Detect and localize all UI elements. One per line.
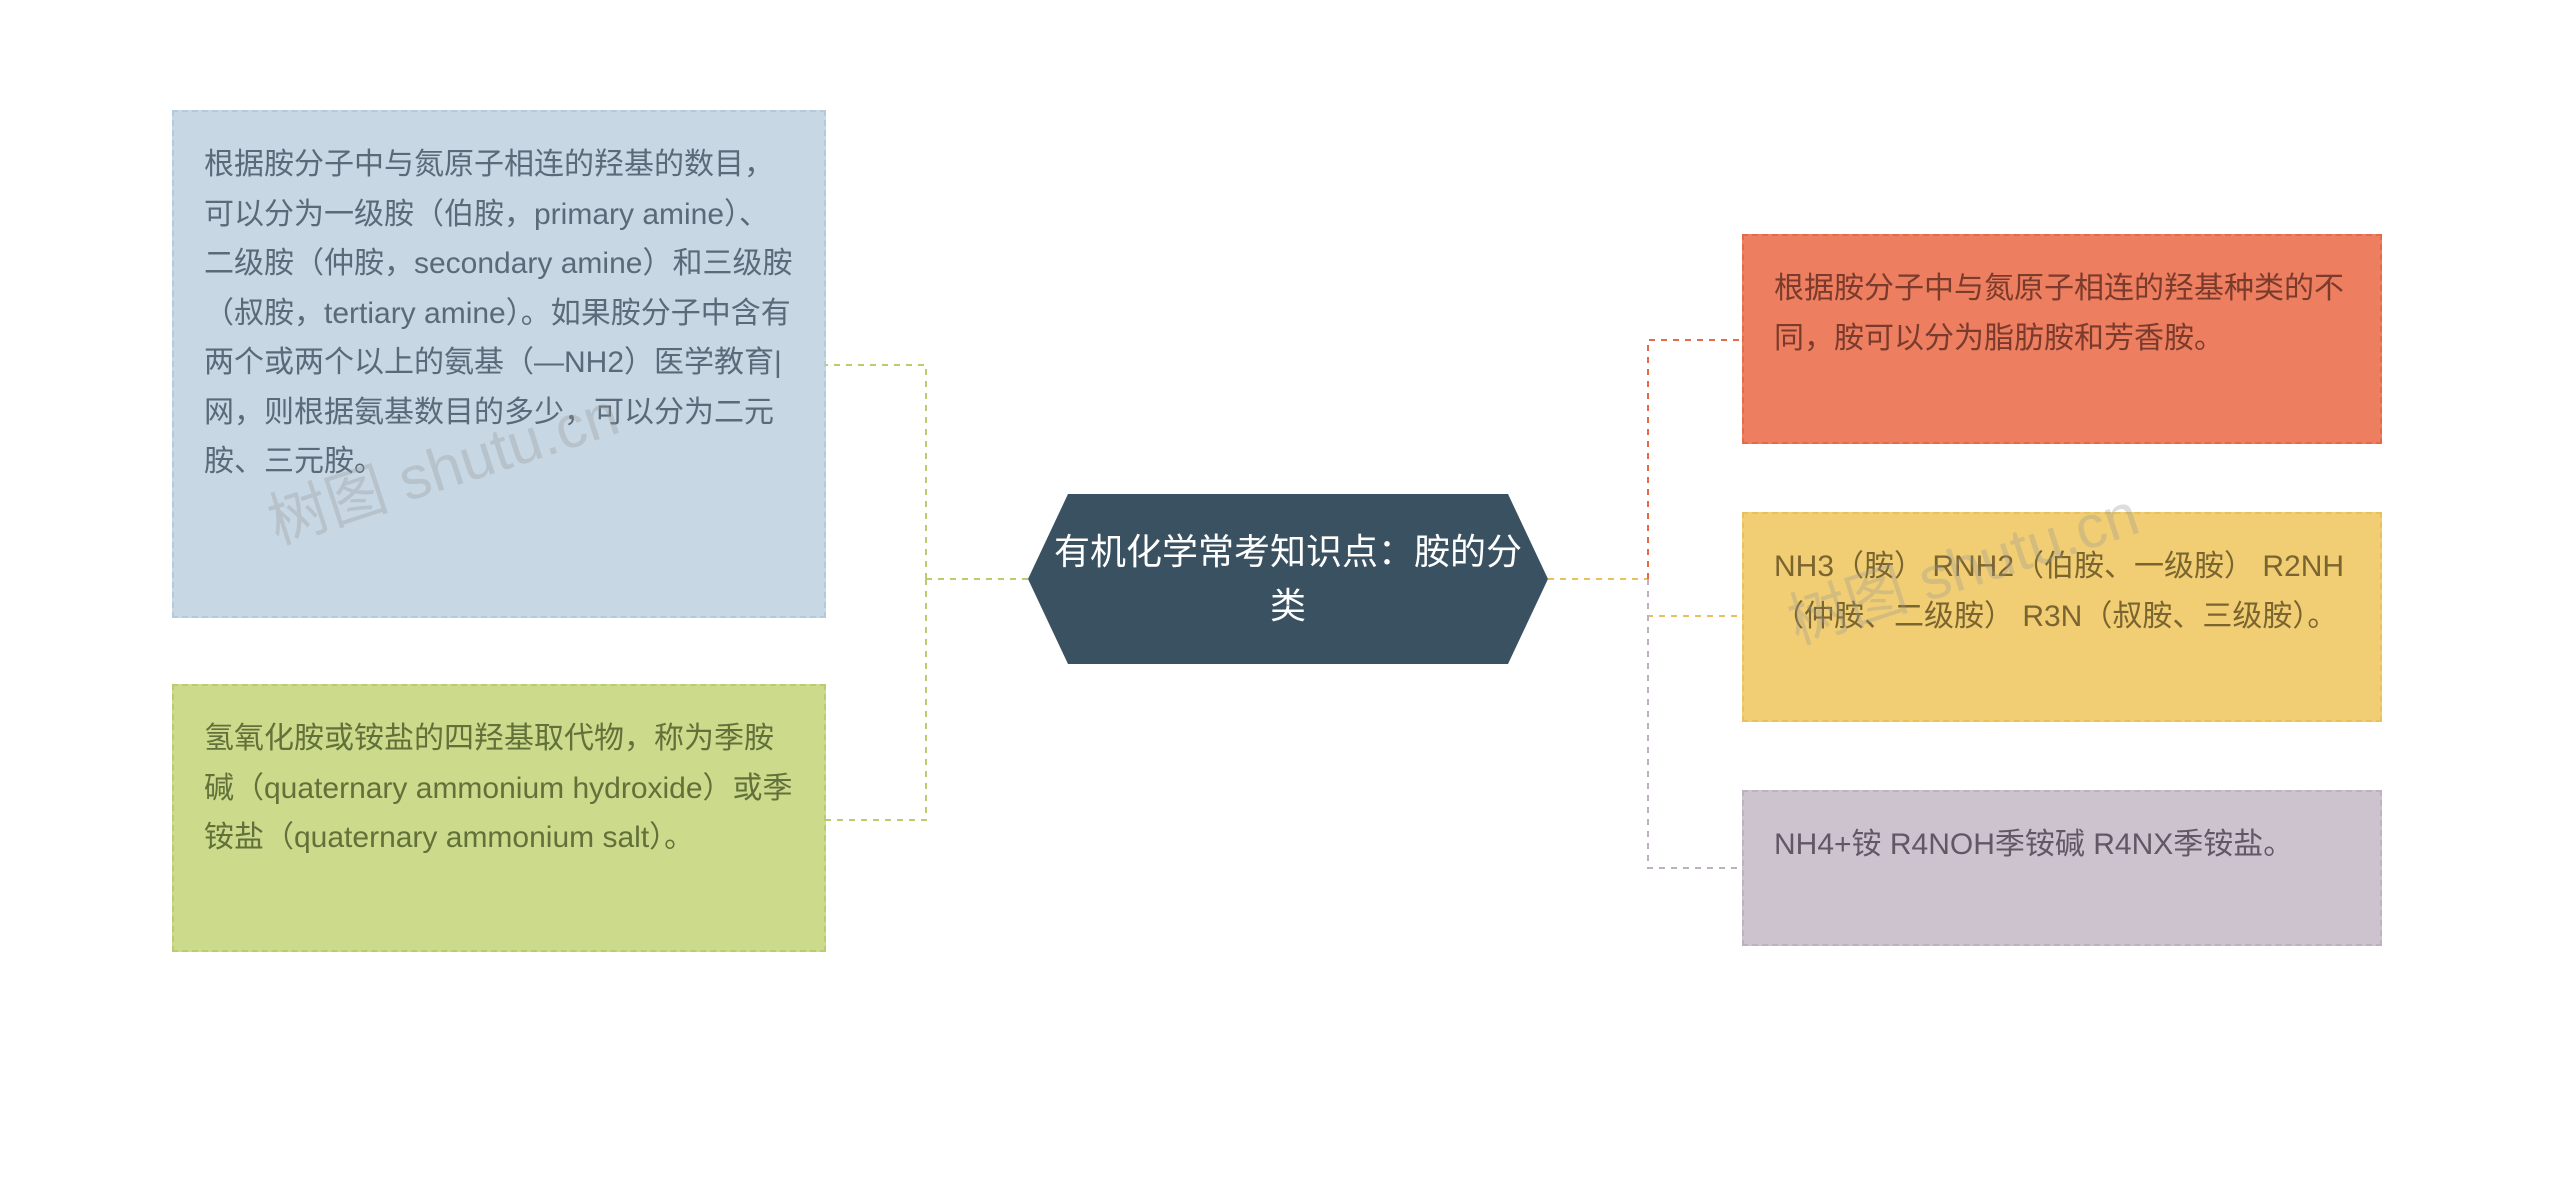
mindmap-canvas: 有机化学常考知识点：胺的分类 根据胺分子中与氮原子相连的羟基的数目，可以分为一级… — [0, 0, 2560, 1189]
right-node-3-text: NH4+铵 R4NOH季铵碱 R4NX季铵盐。 — [1774, 828, 2293, 861]
right-node-2: NH3（胺） RNH2（伯胺、一级胺） R2NH（仲胺、二级胺） R3N（叔胺、… — [1742, 512, 2382, 722]
left-node-2: 氢氧化胺或铵盐的四羟基取代物，称为季胺碱（quaternary ammonium… — [172, 684, 826, 952]
right-node-1: 根据胺分子中与氮原子相连的羟基种类的不同，胺可以分为脂肪胺和芳香胺。 — [1742, 234, 2382, 444]
right-node-2-text: NH3（胺） RNH2（伯胺、一级胺） R2NH（仲胺、二级胺） R3N（叔胺、… — [1774, 550, 2344, 633]
center-node-text: 有机化学常考知识点：胺的分类 — [1048, 525, 1528, 633]
left-node-1-text: 根据胺分子中与氮原子相连的羟基的数目，可以分为一级胺（伯胺，primary am… — [204, 148, 792, 478]
center-node: 有机化学常考知识点：胺的分类 — [1028, 494, 1548, 664]
right-node-3: NH4+铵 R4NOH季铵碱 R4NX季铵盐。 — [1742, 790, 2382, 946]
right-node-1-text: 根据胺分子中与氮原子相连的羟基种类的不同，胺可以分为脂肪胺和芳香胺。 — [1774, 272, 2344, 355]
left-node-2-text: 氢氧化胺或铵盐的四羟基取代物，称为季胺碱（quaternary ammonium… — [204, 722, 793, 854]
left-node-1: 根据胺分子中与氮原子相连的羟基的数目，可以分为一级胺（伯胺，primary am… — [172, 110, 826, 618]
